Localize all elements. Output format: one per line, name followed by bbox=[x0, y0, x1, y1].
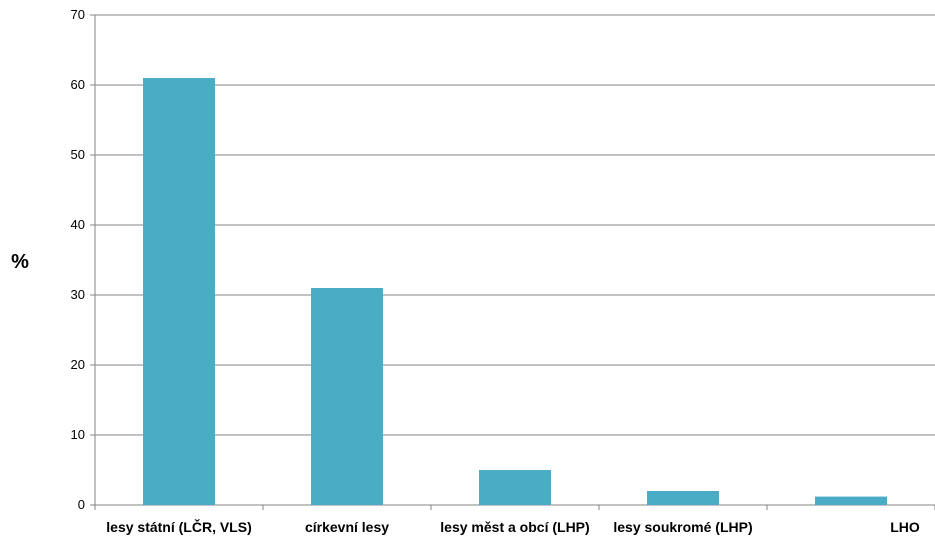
gridlines bbox=[95, 14, 935, 436]
x-tick-label: církevní lesy bbox=[305, 519, 389, 535]
x-tick-label: lesy měst a obcí (LHP) bbox=[440, 519, 589, 535]
bar bbox=[311, 288, 383, 505]
x-tick-label: lesy státní (LČR, VLS) bbox=[106, 518, 251, 535]
bars bbox=[143, 78, 887, 505]
y-tick-label: 60 bbox=[71, 77, 85, 92]
y-axis-label: % bbox=[11, 251, 29, 273]
x-tick-label: LHO bbox=[890, 519, 920, 535]
y-tick-label: 70 bbox=[71, 7, 85, 22]
bar bbox=[815, 496, 887, 505]
y-tick-label: 40 bbox=[71, 217, 85, 232]
y-tick-label: 10 bbox=[71, 427, 85, 442]
bar bbox=[479, 470, 551, 505]
bar bbox=[143, 78, 215, 505]
y-tick-label: 30 bbox=[71, 287, 85, 302]
y-tick-label: 50 bbox=[71, 147, 85, 162]
x-tick-label: lesy soukromé (LHP) bbox=[613, 519, 752, 535]
x-axis: lesy státní (LČR, VLS) církevní lesy lesy … bbox=[94, 504, 935, 535]
y-tick-label: 0 bbox=[78, 497, 85, 512]
bar bbox=[647, 491, 719, 505]
y-axis: 0 10 20 30 40 50 60 70 bbox=[71, 7, 96, 512]
y-tick-label: 20 bbox=[71, 357, 85, 372]
